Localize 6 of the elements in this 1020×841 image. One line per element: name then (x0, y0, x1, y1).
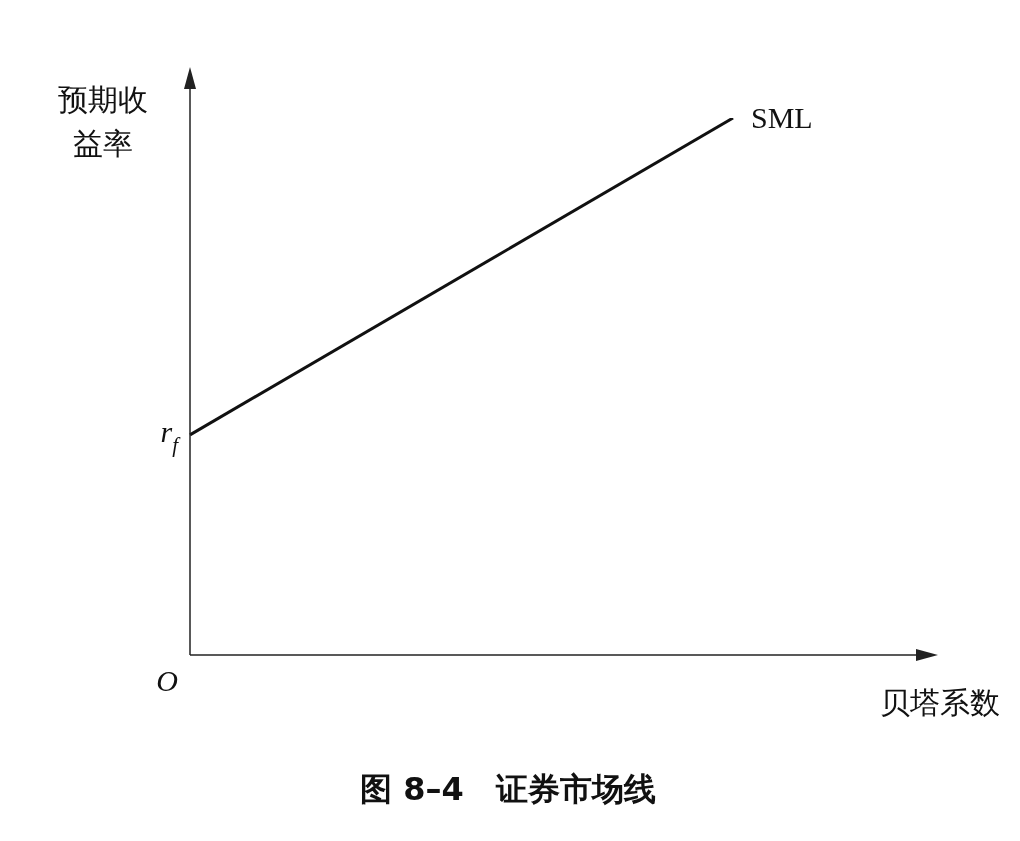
text: O (156, 663, 178, 697)
series-label: SML (751, 101, 813, 134)
x-axis-title: 贝塔系数 (880, 684, 1000, 722)
text: r$_{f}$ (160, 414, 182, 457)
y-axis-title: 预期收益率 (57, 81, 149, 163)
text: 图 8–4 证券市场线 (359, 769, 657, 810)
